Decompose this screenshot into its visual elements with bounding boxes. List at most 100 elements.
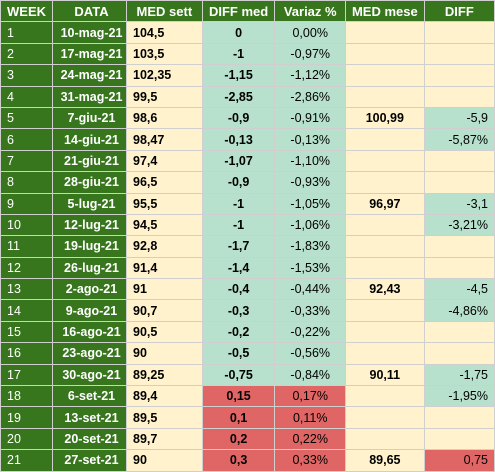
week-cell[interactable]: 20 [0, 427, 53, 451]
med-sett-cell[interactable]: 91,4 [126, 256, 203, 280]
variaz-cell[interactable]: -0,13% [274, 128, 346, 151]
diff-cell[interactable] [423, 342, 495, 365]
med-sett-cell[interactable]: 89,5 [126, 406, 203, 429]
variaz-cell[interactable]: -0,56% [274, 342, 346, 365]
date-cell[interactable]: 14-giu-21 [52, 128, 131, 151]
date-cell[interactable]: 26-lug-21 [52, 256, 131, 280]
med-mese-cell[interactable] [344, 320, 425, 344]
med-mese-cell[interactable]: 100,99 [344, 106, 425, 130]
header-week[interactable]: WEEK [0, 0, 53, 23]
diff-med-cell[interactable]: -1,7 [201, 235, 276, 258]
med-mese-cell[interactable] [344, 427, 425, 451]
med-sett-cell[interactable]: 89,25 [126, 363, 203, 387]
diff-med-cell[interactable]: 0,3 [201, 449, 276, 472]
variaz-cell[interactable]: -1,53% [274, 256, 346, 280]
variaz-cell[interactable]: -0,44% [274, 278, 346, 301]
diff-cell[interactable] [423, 149, 495, 173]
week-cell[interactable]: 3 [0, 64, 53, 87]
diff-cell[interactable]: -1,95% [423, 385, 495, 408]
diff-med-cell[interactable]: -1 [201, 213, 276, 237]
diff-cell[interactable] [423, 85, 495, 108]
med-mese-cell[interactable]: 89,65 [344, 449, 425, 472]
variaz-cell[interactable]: -1,83% [274, 235, 346, 258]
variaz-cell[interactable]: -0,33% [274, 299, 346, 322]
header-diff-med[interactable]: DIFF med [201, 0, 276, 23]
diff-cell[interactable]: 0,75 [423, 449, 495, 472]
diff-cell[interactable] [423, 427, 495, 451]
variaz-cell[interactable]: -1,10% [274, 149, 346, 173]
med-mese-cell[interactable] [344, 235, 425, 258]
variaz-cell[interactable]: 0,00% [274, 21, 346, 44]
date-cell[interactable]: 2-ago-21 [52, 278, 131, 301]
med-sett-cell[interactable]: 90,7 [126, 299, 203, 322]
med-mese-cell[interactable] [344, 256, 425, 280]
med-mese-cell[interactable]: 96,97 [344, 192, 425, 215]
diff-med-cell[interactable]: -2,85 [201, 85, 276, 108]
med-sett-cell[interactable]: 103,5 [126, 42, 203, 66]
med-mese-cell[interactable] [344, 21, 425, 44]
week-cell[interactable]: 5 [0, 106, 53, 130]
variaz-cell[interactable]: -0,22% [274, 320, 346, 344]
date-cell[interactable]: 23-ago-21 [52, 342, 131, 365]
week-cell[interactable]: 11 [0, 235, 53, 258]
diff-cell[interactable] [423, 406, 495, 429]
med-mese-cell[interactable] [344, 149, 425, 173]
med-sett-cell[interactable]: 89,4 [126, 385, 203, 408]
week-cell[interactable]: 15 [0, 320, 53, 344]
med-mese-cell[interactable] [344, 385, 425, 408]
date-cell[interactable]: 13-set-21 [52, 406, 131, 429]
diff-cell[interactable] [423, 21, 495, 44]
week-cell[interactable]: 7 [0, 149, 53, 173]
diff-cell[interactable]: -1,75 [423, 363, 495, 387]
diff-med-cell[interactable]: 0,1 [201, 406, 276, 429]
variaz-cell[interactable]: -0,91% [274, 106, 346, 130]
med-sett-cell[interactable]: 90 [126, 342, 203, 365]
diff-cell[interactable]: -4,86% [423, 299, 495, 322]
med-sett-cell[interactable]: 96,5 [126, 171, 203, 194]
med-mese-cell[interactable]: 90,11 [344, 363, 425, 387]
date-cell[interactable]: 24-mag-21 [52, 64, 131, 87]
diff-med-cell[interactable]: -0,9 [201, 171, 276, 194]
diff-med-cell[interactable]: 0,15 [201, 385, 276, 408]
variaz-cell[interactable]: -0,84% [274, 363, 346, 387]
week-cell[interactable]: 18 [0, 385, 53, 408]
week-cell[interactable]: 10 [0, 213, 53, 237]
date-cell[interactable]: 9-ago-21 [52, 299, 131, 322]
diff-med-cell[interactable]: 0,2 [201, 427, 276, 451]
diff-cell[interactable] [423, 235, 495, 258]
date-cell[interactable]: 10-mag-21 [52, 21, 131, 44]
header-diff[interactable]: DIFF [423, 0, 495, 23]
diff-med-cell[interactable]: 0 [201, 21, 276, 44]
week-cell[interactable]: 13 [0, 278, 53, 301]
date-cell[interactable]: 27-set-21 [52, 449, 131, 472]
med-mese-cell[interactable] [344, 64, 425, 87]
variaz-cell[interactable]: -2,86% [274, 85, 346, 108]
diff-med-cell[interactable]: -0,75 [201, 363, 276, 387]
diff-med-cell[interactable]: -1,15 [201, 64, 276, 87]
diff-med-cell[interactable]: -0,5 [201, 342, 276, 365]
week-cell[interactable]: 14 [0, 299, 53, 322]
header-med-mese[interactable]: MED mese [344, 0, 425, 23]
date-cell[interactable]: 6-set-21 [52, 385, 131, 408]
diff-med-cell[interactable]: -0,4 [201, 278, 276, 301]
med-mese-cell[interactable] [344, 342, 425, 365]
week-cell[interactable]: 6 [0, 128, 53, 151]
header-med-sett[interactable]: MED sett [126, 0, 203, 23]
week-cell[interactable]: 21 [0, 449, 53, 472]
week-cell[interactable]: 4 [0, 85, 53, 108]
date-cell[interactable]: 31-mag-21 [52, 85, 131, 108]
med-sett-cell[interactable]: 98,6 [126, 106, 203, 130]
date-cell[interactable]: 5-lug-21 [52, 192, 131, 215]
variaz-cell[interactable]: -1,12% [274, 64, 346, 87]
diff-cell[interactable] [423, 320, 495, 344]
med-sett-cell[interactable]: 89,7 [126, 427, 203, 451]
variaz-cell[interactable]: 0,33% [274, 449, 346, 472]
week-cell[interactable]: 17 [0, 363, 53, 387]
med-sett-cell[interactable]: 104,5 [126, 21, 203, 44]
header-data[interactable]: DATA [52, 0, 131, 23]
med-mese-cell[interactable] [344, 171, 425, 194]
diff-cell[interactable] [423, 171, 495, 194]
med-sett-cell[interactable]: 102,35 [126, 64, 203, 87]
date-cell[interactable]: 19-lug-21 [52, 235, 131, 258]
med-mese-cell[interactable] [344, 85, 425, 108]
